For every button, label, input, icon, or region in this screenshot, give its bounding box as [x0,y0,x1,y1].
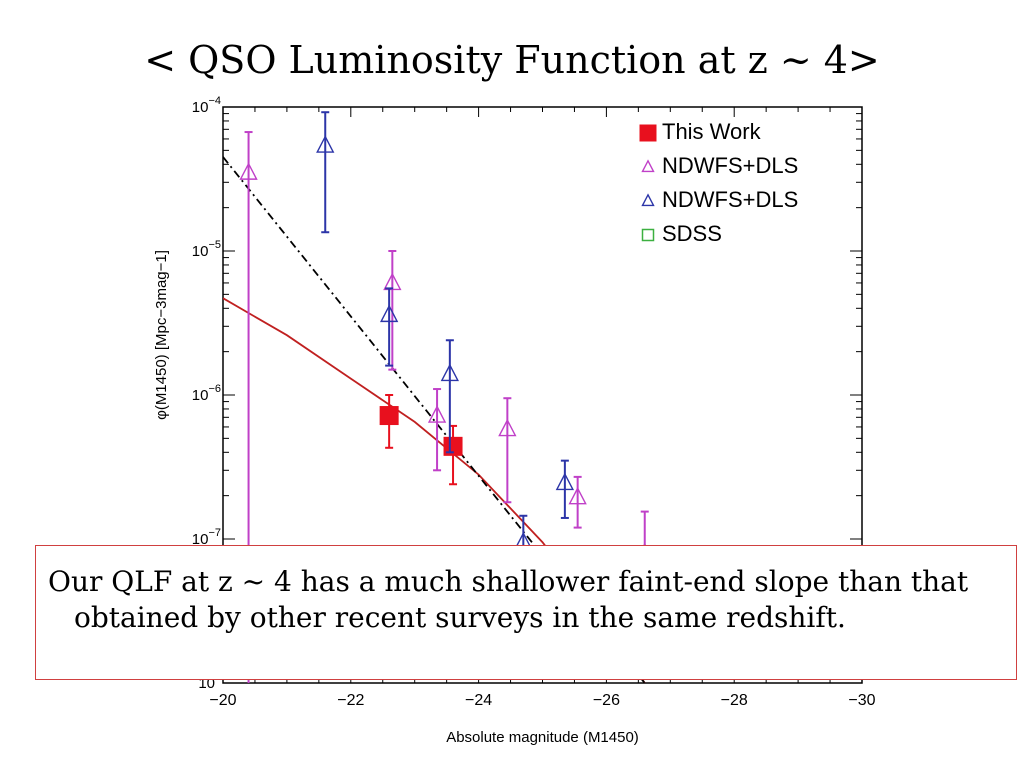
x-tick-label: −26 [593,692,620,709]
data-point [239,162,258,180]
y-tick-label: 10−4 [192,95,221,116]
legend-label: NDWFS+DLS [662,187,798,212]
x-tick-label: −28 [721,692,748,709]
legend-marker [641,228,655,242]
legend-marker [641,159,655,173]
legend-label: NDWFS+DLS [662,153,798,178]
legend-label: SDSS [662,221,722,246]
x-axis-label: Absolute magnitude (M1450) [446,729,639,746]
y-tick-label: 10−5 [192,239,221,260]
data-point [568,486,587,505]
legend-marker [641,193,655,207]
data-point [383,272,402,291]
x-tick-label: −24 [465,692,492,709]
x-tick-label: −22 [337,692,364,709]
y-tick-label: 10−6 [192,383,221,404]
data-point [443,436,463,456]
x-tick-label: −30 [848,692,875,709]
data-point [498,418,517,437]
slide-title: < QSO Luminosity Function at z ~ 4> [144,38,880,82]
y-axis-label: φ(M1450) [Mpc−3mag−1] [153,250,170,420]
legend-marker [639,124,657,142]
data-point [427,405,447,423]
legend-label: This Work [662,119,762,144]
data-point [316,135,335,153]
callout-box: Our QLF at z ~ 4 has a much shallower fa… [35,545,1017,680]
data-point [379,304,399,323]
data-point [440,363,459,382]
callout-text: Our QLF at z ~ 4 has a much shallower fa… [48,565,969,634]
data-point [555,472,575,491]
data-point [379,406,399,426]
x-tick-label: −20 [209,692,236,709]
